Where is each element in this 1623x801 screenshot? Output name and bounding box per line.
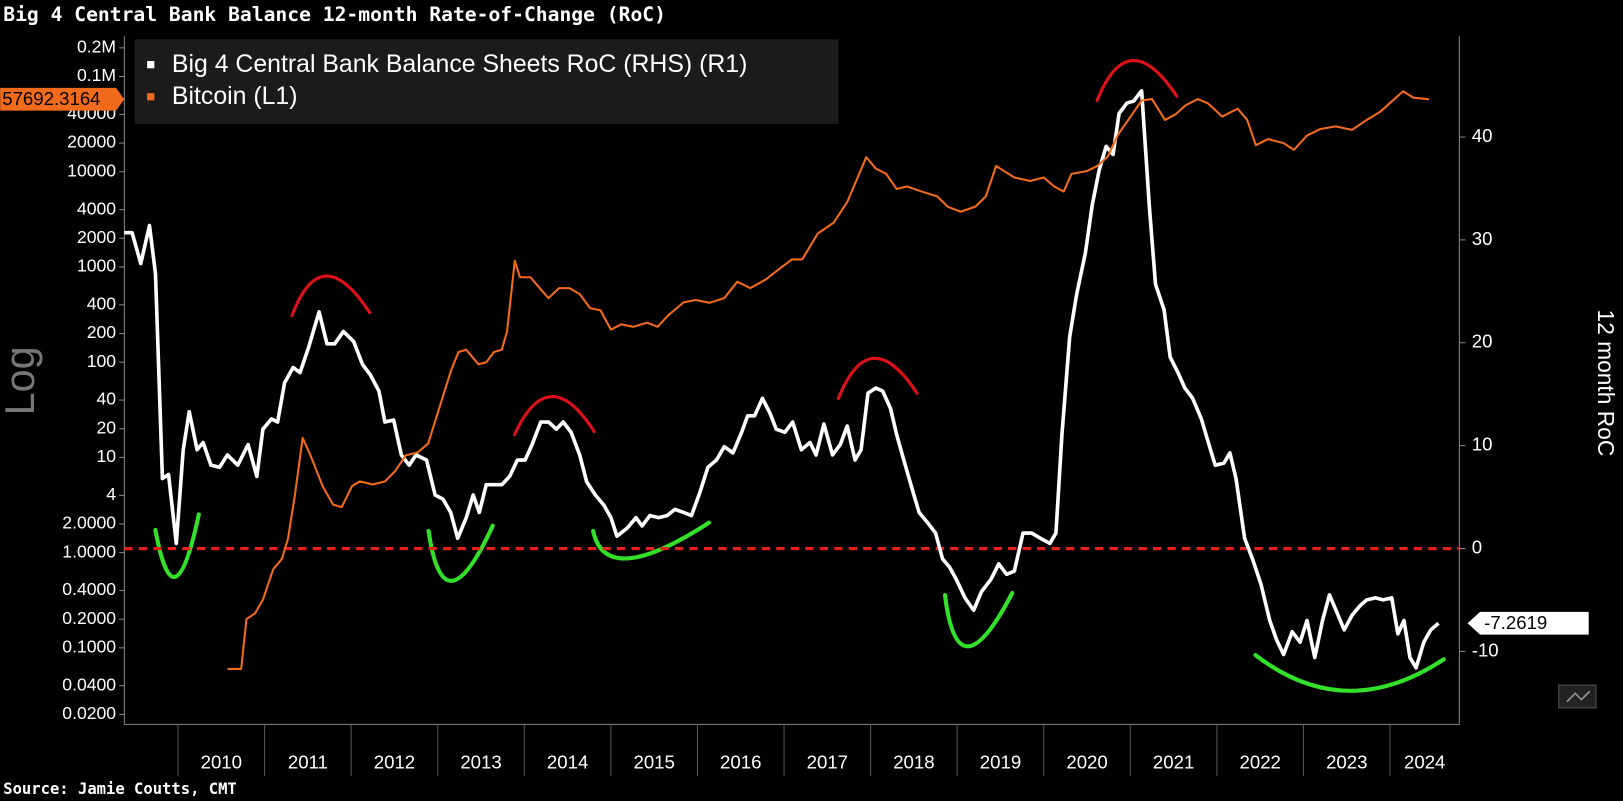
y-axis-label: Log <box>0 346 43 415</box>
legend-label: Bitcoin (L1) <box>172 83 298 110</box>
x-tick-label: 2020 <box>1066 752 1107 773</box>
y-tick-label: 0.2M <box>77 36 116 56</box>
x-tick-label: 2013 <box>460 752 501 773</box>
y-tick-label: 2.0000 <box>62 513 116 533</box>
annotations <box>153 58 1446 693</box>
red-arc <box>836 356 919 400</box>
y-tick-label: 40 <box>96 389 116 409</box>
icon-line <box>1566 690 1591 703</box>
legend-marker <box>147 61 155 69</box>
red-arc <box>290 274 372 318</box>
green-arc <box>942 590 1015 649</box>
x-tick-label: 2019 <box>980 752 1021 773</box>
y-tick-label: 0.1000 <box>62 636 116 656</box>
y-tick-label: 20000 <box>67 132 116 152</box>
x-tick-label: 2022 <box>1240 752 1281 773</box>
legend-label: Big 4 Central Bank Balance Sheets RoC (R… <box>172 51 747 78</box>
x-tick-label: 2014 <box>547 752 588 773</box>
legend: Big 4 Central Bank Balance Sheets RoC (R… <box>134 39 839 125</box>
legend-box <box>134 39 839 125</box>
y2-tick-label: 40 <box>1472 125 1493 146</box>
x-tick-label: 2024 <box>1404 752 1445 773</box>
y-tick-label: 4000 <box>77 198 116 218</box>
y-tick-label: 1000 <box>77 256 116 276</box>
x-tick-label: 2017 <box>807 752 848 773</box>
chart-icon <box>1558 684 1597 709</box>
y-tick-label: 10 <box>96 446 116 466</box>
y-tick-label: 100 <box>87 351 117 371</box>
y2-tick-label: 0 <box>1472 536 1482 557</box>
y-tick-label: 0.0200 <box>62 703 116 723</box>
y2-tick-label: 30 <box>1472 228 1493 249</box>
x-tick-label: 2015 <box>633 752 674 773</box>
green-arc <box>591 520 712 561</box>
last-value-tag <box>0 87 125 111</box>
last-value-label: -7.2619 <box>1484 612 1547 633</box>
y-tick-label: 1.0000 <box>62 541 116 561</box>
x-tick-label: 2018 <box>893 752 934 773</box>
x-tick-label: 2016 <box>720 752 761 773</box>
series-line <box>227 90 1430 670</box>
x-tick-label: 2010 <box>201 752 242 773</box>
y-tick-label: 20 <box>96 417 116 437</box>
last-value-label: 57692.3164 <box>2 88 100 109</box>
chart-title: Big 4 Central Bank Balance 12-month Rate… <box>3 3 666 26</box>
y-tick-label: 200 <box>87 322 117 342</box>
y2-tick-label: 20 <box>1472 331 1493 352</box>
last-value-tag <box>1467 611 1589 635</box>
y-tick-label: 2000 <box>77 227 116 247</box>
x-tick-label: 2011 <box>288 752 328 773</box>
y-tick-label: 0.4000 <box>62 579 116 599</box>
y-tick-label: 0.2000 <box>62 608 116 628</box>
x-tick-label: 2023 <box>1326 752 1367 773</box>
x-tick-label: 2012 <box>374 752 415 773</box>
green-arc <box>1253 653 1446 693</box>
y-tick-label: 0.0400 <box>62 674 116 694</box>
y2-tick-label: 10 <box>1472 434 1493 455</box>
red-arc <box>1095 58 1179 102</box>
x-tick-label: 2021 <box>1153 752 1194 773</box>
legend-marker <box>147 93 155 101</box>
y2-tick-label: -10 <box>1472 639 1499 660</box>
y-tick-label: 400 <box>87 293 117 313</box>
source: Source: Jamie Coutts, CMT <box>3 780 237 798</box>
series-line <box>124 88 1440 670</box>
red-arc <box>512 395 596 437</box>
y2-axis-label: 12 month RoC <box>1593 310 1619 457</box>
green-arc <box>426 523 495 583</box>
y-tick-label: 0.1M <box>77 65 116 85</box>
y-tick-label: 4 <box>106 484 116 504</box>
y-tick-label: 10000 <box>67 160 116 180</box>
